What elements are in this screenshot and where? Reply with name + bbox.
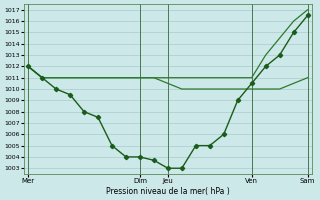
X-axis label: Pression niveau de la mer( hPa ): Pression niveau de la mer( hPa ) xyxy=(106,187,230,196)
